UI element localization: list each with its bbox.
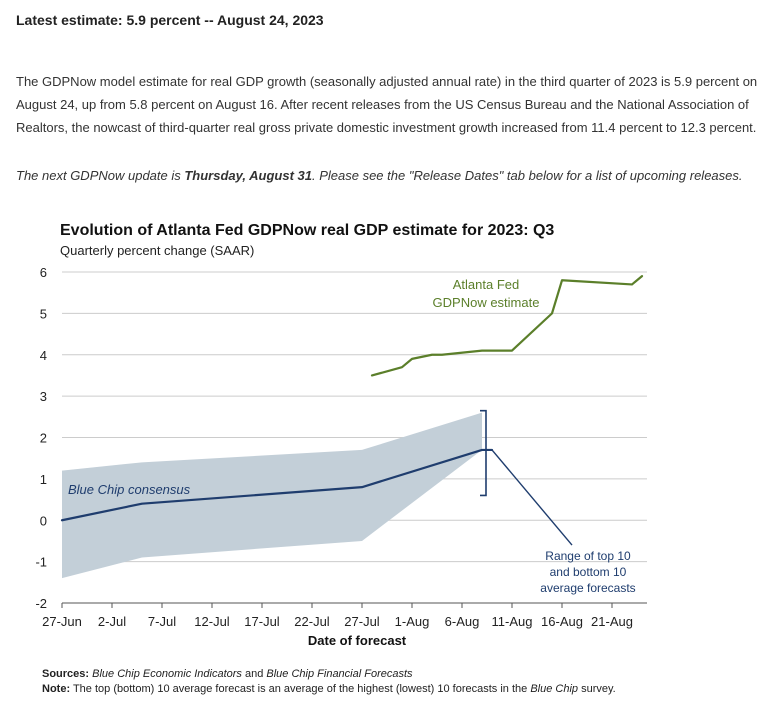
sources-label: Sources: (42, 668, 90, 680)
note-italic: Blue Chip (530, 683, 579, 695)
note-line: Note: The top (bottom) 10 average foreca… (42, 682, 616, 697)
next-update-suffix: . Please see the "Release Dates" tab bel… (311, 168, 743, 183)
x-tick-label: 2-Jul (98, 614, 126, 629)
y-tick-label: 2 (40, 431, 47, 446)
y-tick-label: 5 (40, 306, 47, 321)
latest-estimate: Latest estimate: 5.9 percent -- August 2… (16, 12, 324, 28)
gdpnow-series-line (370, 275, 644, 377)
range-bracket (480, 409, 487, 497)
x-tick-label: 27-Jun (42, 614, 82, 629)
chart-footer: Sources: Blue Chip Economic Indicators a… (42, 667, 616, 697)
y-tick-label: -1 (35, 555, 47, 570)
x-tick-label: 22-Jul (294, 614, 330, 629)
next-update-date: Thursday, August 31 (184, 168, 312, 183)
range-pointer-line (491, 449, 573, 546)
chart-subtitle: Quarterly percent change (SAAR) (60, 243, 255, 258)
range-band (62, 412, 482, 579)
range-annotation: and bottom 10 (550, 565, 627, 579)
note-end: survey. (578, 683, 616, 695)
bluechip-series-line (60, 448, 494, 522)
y-tick-label: 4 (40, 348, 47, 363)
next-update-note: The next GDPNow update is Thursday, Augu… (16, 168, 743, 183)
note-text: The top (bottom) 10 average forecast is … (70, 683, 531, 695)
next-update-prefix: The next GDPNow update is (16, 168, 185, 183)
chart-title: Evolution of Atlanta Fed GDPNow real GDP… (60, 222, 555, 239)
x-axis-label: Date of forecast (308, 633, 407, 648)
x-tick-label: 16-Aug (541, 614, 583, 629)
x-tick-label: 21-Aug (591, 614, 633, 629)
summary-paragraph: The GDPNow model estimate for real GDP g… (16, 74, 758, 135)
sources-item-1: Blue Chip Economic Indicators (92, 668, 242, 680)
y-tick-label: 1 (40, 472, 47, 487)
y-tick-label: -2 (35, 596, 47, 611)
note-label: Note: (42, 683, 71, 695)
range-annotation: Range of top 10 (545, 549, 631, 563)
y-tick-label: 3 (40, 389, 47, 404)
x-tick-label: 7-Jul (148, 614, 176, 629)
x-tick-label: 17-Jul (244, 614, 280, 629)
x-tick-label: 27-Jul (344, 614, 380, 629)
x-tick-label: 1-Aug (395, 614, 430, 629)
sources-and: and (241, 668, 267, 680)
bluechip-annotation: Blue Chip consensus (68, 482, 191, 497)
x-tick-label: 11-Aug (492, 614, 533, 629)
sources-line: Sources: Blue Chip Economic Indicators a… (42, 667, 616, 682)
gdpnow-annotation: GDPNow estimate (433, 295, 540, 310)
x-tick-label: 6-Aug (445, 614, 480, 629)
gdpnow-annotation: Atlanta Fed (453, 277, 520, 292)
sources-item-2: Blue Chip Financial Forecasts (266, 668, 413, 680)
range-annotation: average forecasts (540, 581, 635, 595)
y-tick-label: 6 (40, 265, 47, 280)
y-tick-label: 0 (40, 513, 47, 528)
x-tick-label: 12-Jul (194, 614, 230, 629)
